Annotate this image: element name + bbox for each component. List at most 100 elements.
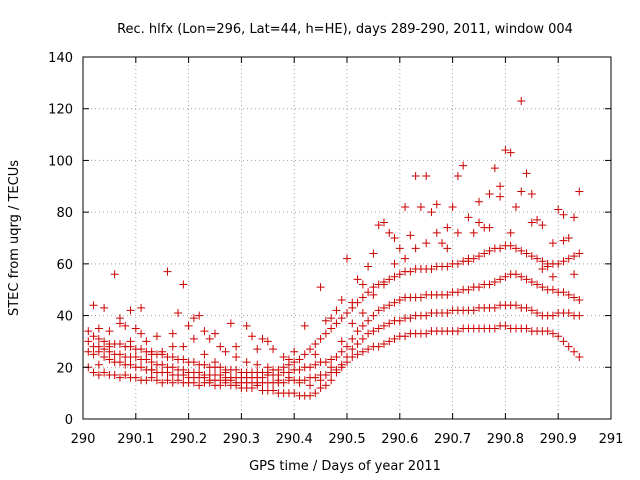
data-point: [163, 376, 172, 385]
data-point: [527, 306, 536, 315]
data-point: [453, 171, 462, 180]
data-point: [279, 352, 288, 361]
data-point: [353, 327, 362, 336]
x-tick-label: 290.9: [540, 432, 577, 447]
data-point: [358, 334, 367, 343]
data-point: [427, 208, 436, 217]
data-point: [411, 244, 420, 253]
data-point: [311, 373, 320, 382]
data-point: [353, 340, 362, 349]
data-point: [570, 293, 579, 302]
data-point: [564, 308, 573, 317]
data-point: [115, 358, 124, 367]
data-point: [379, 280, 388, 289]
data-point: [168, 363, 177, 372]
y-tick-label: 140: [48, 51, 73, 66]
data-point: [89, 350, 98, 359]
data-point: [353, 275, 362, 284]
data-point: [464, 213, 473, 222]
data-point: [263, 363, 272, 372]
data-point: [548, 239, 557, 248]
x-tick-label: 290.2: [170, 432, 207, 447]
x-tick-label: 290.7: [434, 432, 471, 447]
data-point: [395, 244, 404, 253]
data-point: [200, 350, 209, 359]
data-point: [147, 365, 156, 374]
x-tick-label: 290.4: [276, 432, 313, 447]
data-point: [158, 378, 167, 387]
data-point: [453, 228, 462, 237]
data-point: [364, 345, 373, 354]
data-point: [416, 293, 425, 302]
data-point: [131, 373, 140, 382]
data-point: [253, 345, 262, 354]
data-point: [501, 272, 510, 281]
data-point: [274, 365, 283, 374]
data-point: [142, 376, 151, 385]
data-point: [570, 270, 579, 279]
data-point: [311, 350, 320, 359]
data-point: [401, 332, 410, 341]
data-point: [374, 221, 383, 230]
data-point: [395, 296, 404, 305]
data-point: [200, 360, 209, 369]
data-point: [232, 342, 241, 351]
data-point: [348, 345, 357, 354]
data-point: [168, 329, 177, 338]
data-point: [533, 254, 542, 263]
data-point: [575, 249, 584, 258]
data-point: [142, 355, 151, 364]
data-point: [274, 376, 283, 385]
data-point: [548, 272, 557, 281]
data-point: [406, 267, 415, 276]
data-point: [511, 301, 520, 310]
data-point: [311, 389, 320, 398]
y-tick-label: 20: [56, 361, 73, 376]
data-point: [564, 290, 573, 299]
data-point: [115, 350, 124, 359]
data-point: [422, 311, 431, 320]
data-point: [126, 337, 135, 346]
data-point: [216, 363, 225, 372]
data-point: [358, 293, 367, 302]
data-point: [385, 337, 394, 346]
data-point: [527, 277, 536, 286]
x-tick-label: 290.8: [487, 432, 524, 447]
data-point: [522, 275, 531, 284]
data-point: [517, 246, 526, 255]
data-point: [575, 352, 584, 361]
data-point: [406, 314, 415, 323]
data-point: [538, 283, 547, 292]
data-point: [475, 252, 483, 261]
y-tick-label: 120: [48, 103, 73, 118]
data-point: [453, 288, 462, 297]
data-point: [432, 200, 441, 209]
data-point: [469, 228, 478, 237]
data-point: [337, 337, 346, 346]
data-point: [152, 376, 161, 385]
data-point: [147, 358, 156, 367]
data-point: [570, 347, 579, 356]
data-point: [422, 171, 431, 180]
data-point: [395, 270, 404, 279]
data-point: [385, 275, 394, 284]
data-point: [290, 389, 299, 398]
data-point: [142, 337, 151, 346]
data-point: [221, 368, 230, 377]
data-point: [115, 340, 124, 349]
data-point: [321, 381, 330, 390]
data-point: [195, 381, 204, 390]
data-point: [369, 311, 378, 320]
data-point: [115, 319, 124, 328]
data-point: [475, 197, 483, 206]
data-point: [501, 321, 510, 330]
x-tick-label: 290.5: [328, 432, 365, 447]
data-point: [100, 303, 109, 312]
data-point: [379, 321, 388, 330]
data-point: [506, 228, 515, 237]
data-point: [443, 262, 452, 271]
data-point: [200, 327, 209, 336]
data-point: [506, 241, 515, 250]
data-point: [121, 321, 130, 330]
data-point: [137, 303, 146, 312]
